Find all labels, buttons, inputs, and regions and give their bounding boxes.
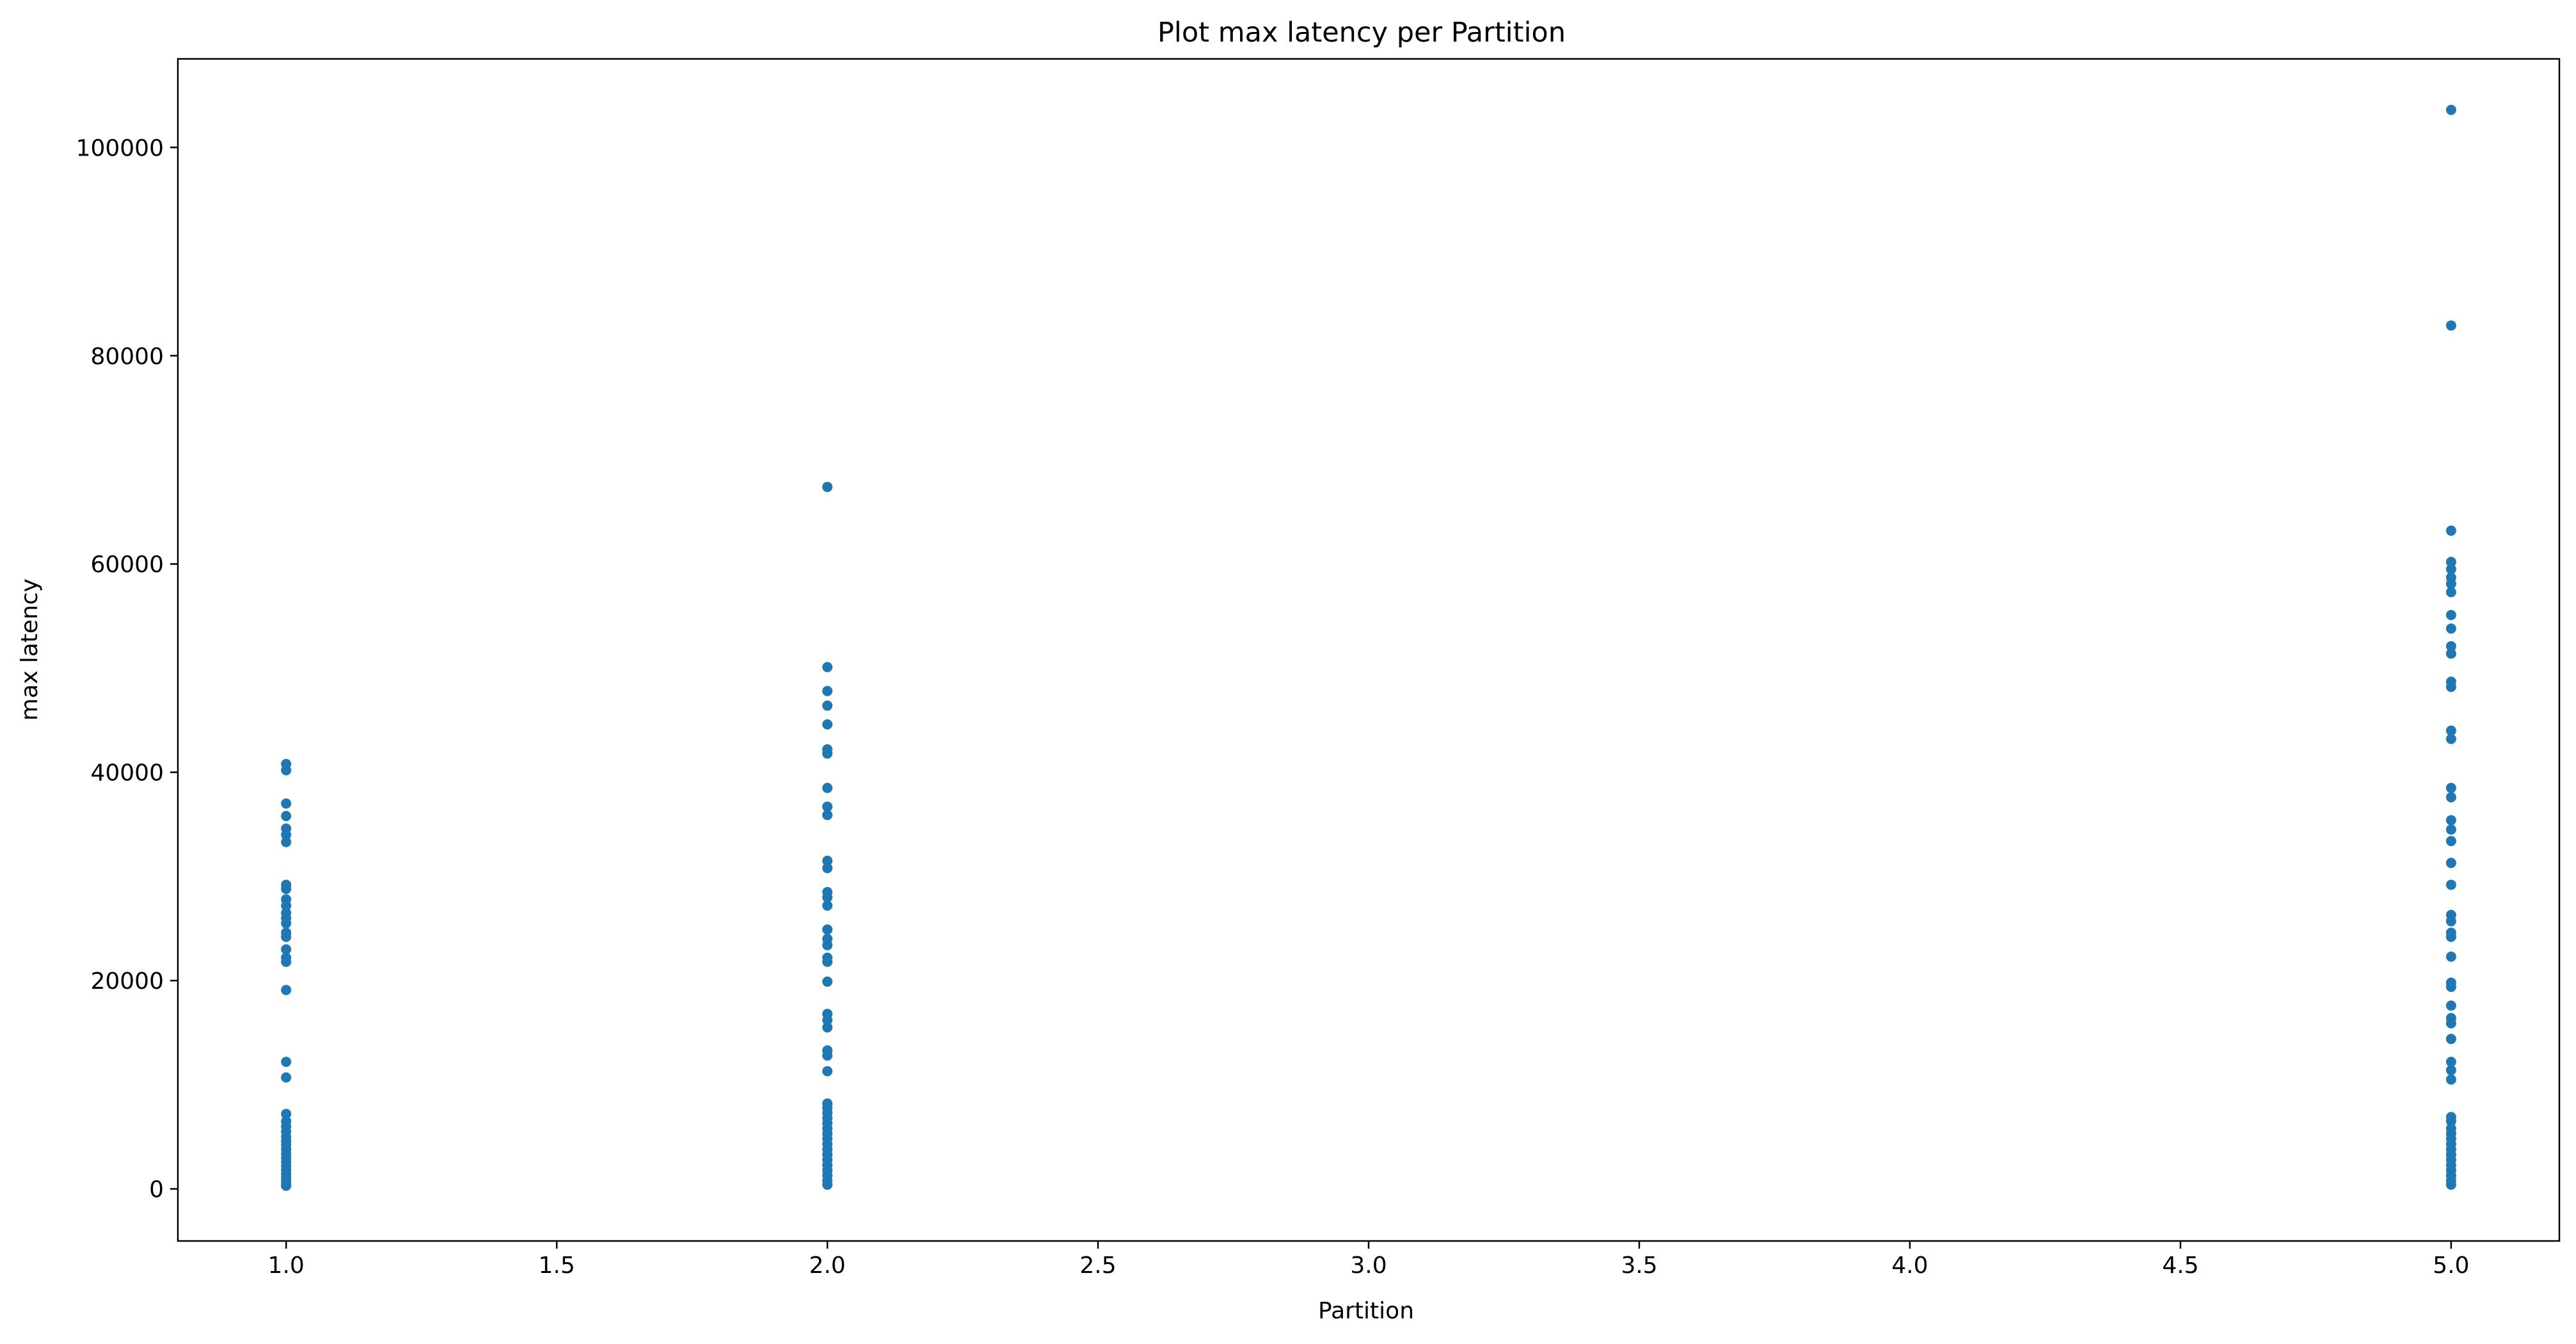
data-point [2445,931,2456,942]
y-tick-label: 60000 [90,552,164,578]
y-tick-label: 40000 [90,760,164,787]
data-point [822,976,833,987]
y-tick-label: 80000 [90,344,164,370]
data-point [822,1022,833,1033]
data-point [2445,783,2456,794]
x-tick-label: 4.5 [2162,1252,2198,1279]
data-point [2445,623,2456,634]
data-point [281,944,292,955]
data-point [822,892,833,902]
x-axis-ticks: 1.0 1.5 2.0 2.5 3.0 3.5 4.0 4.5 5.0 [268,1241,2469,1279]
data-point [2445,733,2456,744]
data-point [281,765,292,776]
data-point [2445,916,2456,927]
data-point [2445,1074,2456,1085]
y-tick-label: 20000 [90,968,164,995]
data-point [822,856,833,867]
data-point [2445,648,2456,659]
data-point [822,700,833,711]
data-point [2445,1018,2456,1028]
data-point [281,918,292,929]
data-point [822,1050,833,1061]
data-point [2445,815,2456,826]
data-point [822,956,833,967]
data-point [2445,609,2456,620]
data-point [822,801,833,812]
data-point [2445,1000,2456,1011]
data-point [281,811,292,822]
data-point [2445,981,2456,992]
data-point [2445,951,2456,962]
data-point [822,1015,833,1026]
chart-title: Plot max latency per Partition [1157,17,1566,49]
data-point [2445,556,2456,567]
x-tick-label: 3.0 [1350,1252,1387,1279]
data-point [822,783,833,794]
data-point [822,685,833,696]
data-point [2445,725,2456,736]
data-point [281,1108,292,1119]
data-point [281,1180,292,1191]
data-point [281,900,292,911]
data-point [822,748,833,759]
data-point [2445,525,2456,536]
data-point [822,924,833,935]
y-axis-ticks: 0 20000 40000 60000 80000 100000 [76,135,178,1203]
data-point [2445,824,2456,835]
data-point [822,481,833,492]
data-point [2445,320,2456,331]
data-point [2445,564,2456,575]
data-points [281,104,2456,1191]
x-tick-label: 2.0 [809,1252,845,1279]
x-tick-label: 2.5 [1079,1252,1116,1279]
data-point [2445,1034,2456,1044]
data-point [2445,1116,2456,1126]
data-point [281,829,292,840]
y-tick-label: 100000 [76,135,164,161]
data-point [2445,1065,2456,1076]
data-point [2445,104,2456,115]
data-point [822,719,833,730]
y-tick-label: 0 [149,1177,164,1203]
data-point [822,1066,833,1076]
x-tick-label: 5.0 [2433,1252,2469,1279]
data-point [281,836,292,847]
data-point [281,956,292,967]
x-tick-label: 1.5 [539,1252,575,1279]
data-point [822,940,833,950]
data-point [2445,579,2456,589]
data-point [2445,587,2456,598]
data-point [281,1072,292,1083]
data-point [281,883,292,894]
data-point [822,863,833,874]
data-point [2445,1180,2456,1190]
data-point [281,798,292,809]
data-point [2445,1057,2456,1068]
data-point [822,810,833,820]
x-tick-label: 3.5 [1621,1252,1657,1279]
data-point [822,1180,833,1190]
data-point [822,662,833,673]
y-axis-label: max latency [17,579,43,721]
data-point [2445,792,2456,803]
data-point [2445,641,2456,652]
data-point [2445,682,2456,692]
data-point [2445,858,2456,868]
x-axis-label: Partition [1318,1298,1414,1324]
data-point [2445,879,2456,890]
data-point [281,931,292,942]
plot-area-frame [177,58,2561,1242]
data-point [281,984,292,995]
data-point [281,1057,292,1068]
data-point [2445,836,2456,847]
x-tick-label: 4.0 [1891,1252,1928,1279]
x-tick-label: 1.0 [268,1252,305,1279]
data-point [822,900,833,911]
